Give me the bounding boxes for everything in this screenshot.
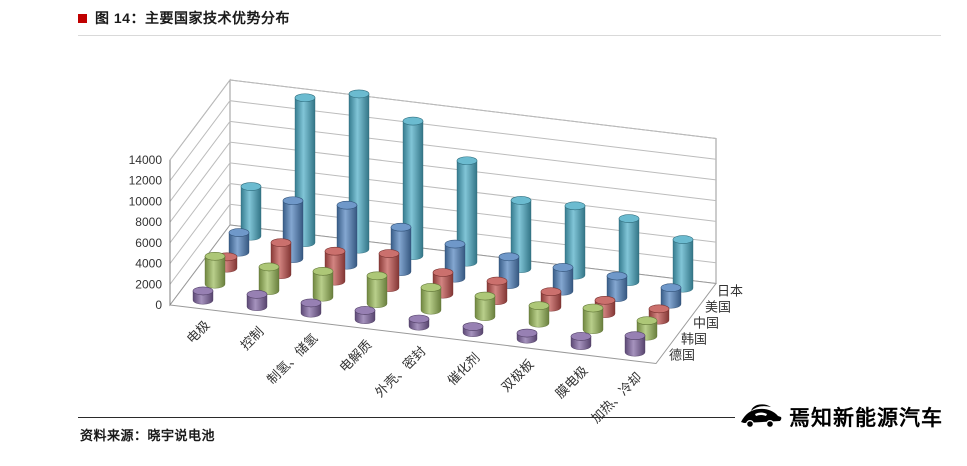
gridline <box>169 79 717 161</box>
bar-top <box>498 252 520 262</box>
bar-top <box>402 116 424 126</box>
gridline <box>169 100 717 182</box>
logo-text: 焉知新能源汽车 <box>789 407 943 430</box>
bar-top <box>660 283 682 292</box>
y-tick-label: 10000 <box>129 194 163 208</box>
y-tick-label: 12000 <box>129 174 163 188</box>
3d-bar-chart-canvas: 0 2000 4000 6000 8000 10000 12000 14000 电极 控制制氢、储… <box>129 78 743 426</box>
bar-top <box>552 263 574 272</box>
footer-divider <box>78 417 941 418</box>
bar-top <box>420 283 442 292</box>
category-label: 电解质 <box>336 337 374 375</box>
bar-top <box>462 322 484 331</box>
bar-top <box>582 303 604 313</box>
bar-top <box>606 271 628 281</box>
bar-top <box>192 286 214 296</box>
bar-韩国-电解质 <box>366 275 388 308</box>
logo-car-icon <box>741 404 782 429</box>
category-label: 控制 <box>238 324 267 353</box>
bar-top <box>366 271 388 281</box>
series-axis-label: 美国 <box>705 300 731 315</box>
bar-top <box>516 328 538 338</box>
y-tick-label: 0 <box>155 298 162 312</box>
bar-韩国-制氢、储氢 <box>312 271 334 302</box>
gridline <box>169 183 717 264</box>
bar-top <box>246 290 268 299</box>
source-text: 资料来源：晓宇说电池 <box>80 428 216 443</box>
bar-top <box>672 235 694 244</box>
series-德国 <box>192 286 646 357</box>
y-tick-label: 14000 <box>129 153 163 167</box>
category-label: 制氢、储氢 <box>264 330 321 387</box>
brand-logo: 焉知新能源汽车 <box>735 400 945 434</box>
series-axis-label: 德国 <box>669 348 695 363</box>
bar-top <box>564 201 586 211</box>
bar-top <box>624 331 646 340</box>
red-square-bullet-icon <box>78 13 87 23</box>
bar-top <box>444 239 466 249</box>
bar-韩国-电极 <box>204 256 226 289</box>
bar-top <box>294 93 316 103</box>
bar-top <box>204 251 226 261</box>
bar-top <box>540 287 562 297</box>
figure-title: 图 14：主要国家技术优势分布 <box>95 10 290 26</box>
category-label: 外壳、密封 <box>372 343 429 400</box>
category-label: 催化剂 <box>444 350 482 388</box>
bar-top <box>354 306 376 315</box>
bar-top <box>348 89 370 99</box>
category-label: 双极板 <box>498 356 536 394</box>
bar-top <box>528 301 550 310</box>
bar-top <box>594 295 616 305</box>
y-tick-label: 8000 <box>135 215 162 229</box>
bar-top <box>312 267 334 276</box>
bar-top <box>648 304 670 314</box>
bar-top <box>300 298 322 308</box>
figure-title-row: 图 14：主要国家技术优势分布 <box>78 8 941 36</box>
bar-top <box>636 316 658 326</box>
y-tick-label: 6000 <box>135 236 162 250</box>
gridline <box>169 203 717 285</box>
bar-top <box>618 214 640 223</box>
bar-top <box>336 200 358 210</box>
bar-top <box>456 156 478 166</box>
bar-top <box>432 268 454 277</box>
gridline <box>169 162 717 244</box>
bar-top <box>240 182 262 191</box>
bar-top <box>510 196 532 205</box>
bar-top <box>390 222 412 232</box>
bar-top <box>282 196 304 206</box>
series-axis-label: 中国 <box>693 316 719 331</box>
series-axis-label: 日本 <box>717 284 743 299</box>
category-label: 电极 <box>184 317 213 346</box>
bar-top <box>486 276 508 286</box>
y-tick-label: 2000 <box>135 277 162 291</box>
y-tick-label: 4000 <box>135 257 162 271</box>
bar-top <box>228 228 250 237</box>
bar-top <box>474 291 496 301</box>
gridline <box>169 120 717 202</box>
bar-top <box>270 238 292 247</box>
bar-top <box>378 249 400 258</box>
bar-top <box>570 332 592 341</box>
bar-top <box>408 314 430 324</box>
category-label: 膜电极 <box>552 363 590 401</box>
3d-bar-chart: 0 2000 4000 6000 8000 10000 12000 14000 电极 控制 制氢、储… <box>55 50 955 445</box>
gridline <box>169 141 717 223</box>
bar-top <box>324 246 346 256</box>
series-axis-label: 韩国 <box>681 332 707 347</box>
series-韩国 <box>204 251 658 341</box>
bar-top <box>258 262 280 272</box>
